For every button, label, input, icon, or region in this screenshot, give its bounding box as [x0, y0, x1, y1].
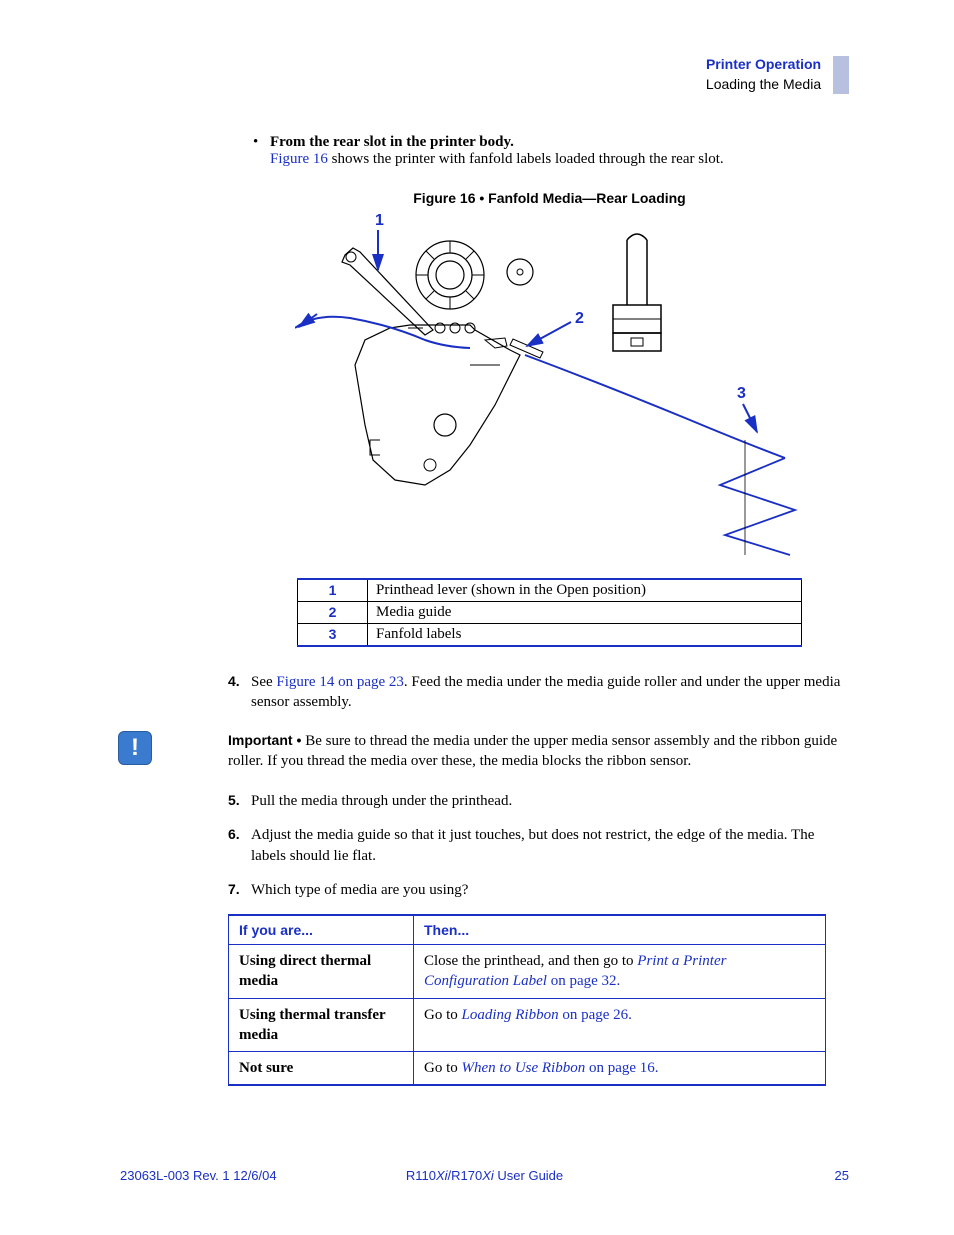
legend-num: 3 — [298, 624, 368, 647]
page-footer: 23063L-003 Rev. 1 12/6/04 R110Xi/R170Xi … — [120, 1168, 849, 1183]
choice-then: Go to When to Use Ribbon on page 16. — [414, 1052, 826, 1086]
choice-then: Close the printhead, and then go to Prin… — [414, 945, 826, 999]
legend-text: Printhead lever (shown in the Open posit… — [368, 579, 802, 602]
content-area: From the rear slot in the printer body. … — [120, 134, 849, 1086]
choice-table: If you are... Then... Using direct therm… — [228, 914, 826, 1086]
bracket-icon — [613, 234, 661, 351]
figure-svg: 1 2 3 — [295, 210, 805, 565]
figure14-link[interactable]: Figure 14 on page 23 — [276, 674, 403, 690]
table-row: 1Printhead lever (shown in the Open posi… — [298, 579, 802, 602]
figure-caption: Figure 16 • Fanfold Media—Rear Loading — [250, 190, 849, 206]
important-icon: ! — [118, 731, 152, 765]
intro-bold: From the rear slot in the printer body. — [270, 134, 514, 150]
table-row: 2Media guide — [298, 602, 802, 624]
table-row: Using direct thermal media Close the pri… — [229, 945, 826, 999]
step-4: 4. See Figure 14 on page 23. Feed the me… — [228, 672, 849, 713]
callout-2: 2 — [575, 310, 584, 327]
figure-16: 1 2 3 — [250, 210, 849, 570]
choice-if: Using thermal transfer media — [229, 998, 414, 1052]
legend-text: Fanfold labels — [368, 624, 802, 647]
footer-center: R110Xi/R170Xi User Guide — [120, 1168, 849, 1183]
choice-header: Then... — [414, 915, 826, 945]
legend-num: 2 — [298, 602, 368, 624]
callout-3: 3 — [737, 385, 746, 402]
section-tab — [833, 56, 849, 94]
choice-if: Using direct thermal media — [229, 945, 414, 999]
important-note: ! Important • Be sure to thread the medi… — [118, 731, 849, 772]
choice-header: If you are... — [229, 915, 414, 945]
choice-if: Not sure — [229, 1052, 414, 1086]
step-5: 5. Pull the media through under the prin… — [228, 791, 849, 811]
table-row: Using thermal transfer media Go to Loadi… — [229, 998, 826, 1052]
table-row: 3Fanfold labels — [298, 624, 802, 647]
step-7: 7. Which type of media are you using? — [228, 880, 849, 900]
legend-table: 1Printhead lever (shown in the Open posi… — [297, 578, 802, 647]
page-header: Printer Operation Loading the Media — [120, 55, 849, 94]
loading-ribbon-link[interactable]: Loading Ribbon — [462, 1007, 559, 1023]
step-6: 6. Adjust the media guide so that it jus… — [228, 825, 849, 866]
important-body: Be sure to thread the media under the up… — [228, 733, 837, 769]
choice-then: Go to Loading Ribbon on page 26. — [414, 998, 826, 1052]
when-ribbon-link[interactable]: When to Use Ribbon — [462, 1060, 586, 1076]
legend-num: 1 — [298, 579, 368, 602]
header-title: Printer Operation — [706, 56, 821, 72]
legend-text: Media guide — [368, 602, 802, 624]
important-label: Important • — [228, 732, 305, 748]
intro-bullet: From the rear slot in the printer body. … — [250, 134, 849, 168]
intro-rest: shows the printer with fanfold labels lo… — [328, 151, 724, 167]
table-row: Not sure Go to When to Use Ribbon on pag… — [229, 1052, 826, 1086]
figure-ref-link[interactable]: Figure 16 — [270, 151, 328, 167]
header-subtitle: Loading the Media — [706, 76, 821, 92]
callout-1: 1 — [375, 212, 384, 229]
page: Printer Operation Loading the Media From… — [0, 0, 954, 1235]
